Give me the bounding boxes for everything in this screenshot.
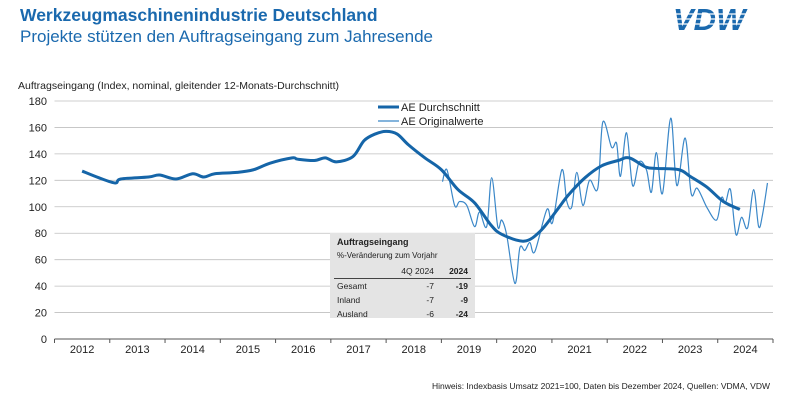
x-tick-label: 2022: [623, 344, 647, 356]
legend-label-average: AE Durchschnitt: [401, 102, 480, 114]
column-header: 4Q 2024: [384, 264, 437, 279]
y-tick-label: 180: [29, 96, 47, 108]
series-line-average: [81, 129, 741, 243]
y-tick-label: 60: [35, 255, 47, 267]
y-tick-label: 120: [29, 175, 47, 187]
x-tick-label: 2020: [512, 344, 536, 356]
y-tick-label: 160: [29, 122, 47, 134]
series-line-original: [441, 117, 769, 285]
column-header: 2024: [436, 264, 471, 279]
x-tick-label: 2023: [678, 344, 702, 356]
x-tick-label: 2017: [346, 344, 370, 356]
x-tick-label: 2014: [180, 344, 204, 356]
legend-label-original: AE Originalwerte: [401, 116, 484, 128]
summary-subtitle: %-Veränderung zum Vorjahr: [337, 251, 438, 260]
table-row: Inland -7 -9: [337, 295, 468, 305]
y-axis-label: Auftragseingang (Index, nominal, gleiten…: [18, 80, 340, 92]
summary-table: 4Q 2024 2024 Gesamt -7 -19 Inland -7 -9 Ausl…: [334, 264, 471, 321]
legend: AE Durchschnitt AE Originalwerte: [378, 102, 484, 128]
x-tick-label: 2016: [291, 344, 315, 356]
y-tick-label: 80: [35, 228, 47, 240]
footnote: Hinweis: Indexbasis Umsatz 2021=100, Dat…: [431, 381, 770, 391]
page-subtitle: Projekte stützen den Auftragseingang zum…: [20, 27, 433, 46]
x-tick-label: 2018: [402, 344, 426, 356]
column-header: [334, 264, 385, 279]
y-tick-label: 100: [29, 202, 47, 214]
summary-title: Auftragseingang: [337, 237, 409, 247]
table-row: Gesamt -7 -19: [337, 281, 468, 291]
y-tick-label: 140: [29, 149, 47, 161]
y-tick-label: 20: [35, 308, 47, 320]
y-tick-label: 0: [41, 334, 47, 346]
table-row: Ausland -6 -24: [337, 309, 468, 319]
y-tick-label: 40: [35, 281, 47, 293]
x-tick-label: 2021: [567, 344, 591, 356]
x-tick-label: 2019: [457, 344, 481, 356]
vdw-logo: VDW: [673, 4, 773, 34]
x-tick-label: 2012: [70, 344, 94, 356]
x-tick-label: 2015: [236, 344, 260, 356]
x-tick-label: 2024: [733, 344, 757, 356]
summary-table-box: Auftragseingang %-Veränderung zum Vorjah…: [330, 233, 475, 321]
x-tick-label: 2013: [125, 344, 149, 356]
page-title: Werkzeugmaschinenindustrie Deutschland: [20, 5, 378, 25]
